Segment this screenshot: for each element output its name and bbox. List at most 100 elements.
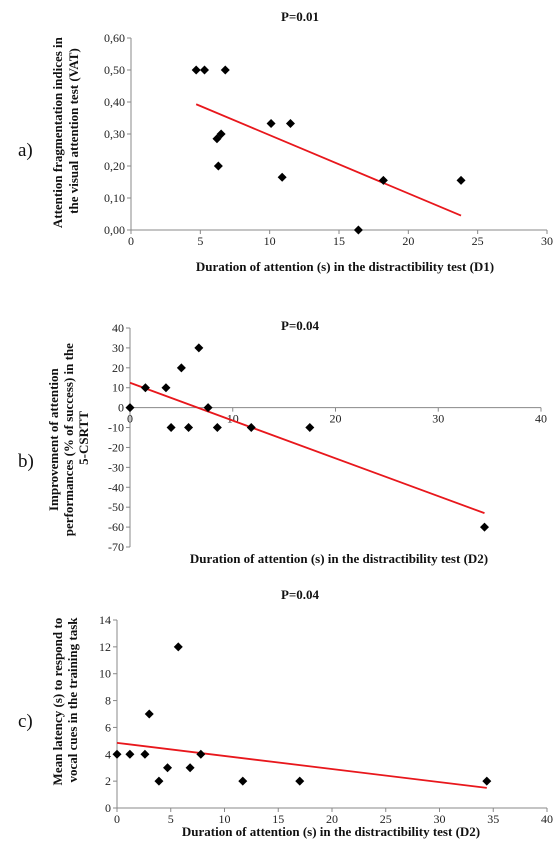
data-point [213, 161, 223, 171]
y-tick-label: 0,50 [104, 63, 125, 77]
data-point [212, 423, 222, 433]
data-point [125, 403, 135, 413]
data-point [125, 749, 135, 759]
data-point [238, 776, 248, 786]
x-axis-label: Duration of attention (s) in the distrac… [182, 824, 480, 839]
y-axis-label-line2: vocal cues in the training task [65, 617, 80, 783]
data-point [191, 65, 201, 75]
y-tick-label: 4 [105, 747, 111, 761]
data-point [277, 172, 287, 182]
y-axis-label: Attention fragmentation indices in the v… [50, 34, 81, 228]
y-tick-label: 0,40 [104, 95, 125, 109]
y-tick-label: 40 [112, 321, 124, 335]
data-point [166, 423, 176, 433]
chart-title: P=0.01 [281, 9, 319, 24]
y-axis-label: Improvement of attention performances (%… [46, 340, 91, 536]
y-tick-label: 0 [105, 801, 111, 815]
y-tick-label: 0,20 [104, 159, 125, 173]
x-tick-label: 5 [168, 812, 174, 826]
data-point [112, 749, 122, 759]
x-tick-label: 30 [432, 412, 444, 426]
data-point [196, 749, 206, 759]
y-axis-label-line2: performances (% of success) in the [61, 343, 76, 536]
y-axis-label-line3: 5-CSRTT [76, 411, 91, 465]
data-point [163, 763, 173, 773]
y-tick-label: 14 [99, 613, 111, 627]
data-point [456, 175, 466, 185]
data-point [216, 129, 226, 139]
y-tick-label: 0,60 [104, 31, 125, 45]
y-tick-label: 6 [105, 720, 111, 734]
y-tick-label: -60 [108, 520, 124, 534]
x-tick-label: 0 [128, 234, 134, 248]
trend-line [129, 381, 485, 514]
y-tick-label: -10 [108, 421, 124, 435]
x-tick-label: 0 [127, 412, 133, 426]
data-point [176, 363, 186, 373]
y-tick-label: 0 [118, 401, 124, 415]
data-point [185, 763, 195, 773]
x-axis-label: Duration of attention (s) in the distrac… [190, 551, 488, 566]
x-tick-label: 20 [330, 412, 342, 426]
chart-title: P=0.04 [281, 318, 320, 333]
data-point [266, 118, 276, 128]
data-point [246, 423, 256, 433]
x-tick-label: 5 [197, 234, 203, 248]
x-tick-label: 40 [541, 812, 553, 826]
x-tick-label: 10 [219, 812, 231, 826]
chart-panel-b: P=0.04 b) Duration of attention (s) in t… [18, 318, 547, 566]
y-tick-label: 10 [99, 667, 111, 681]
data-point [220, 65, 230, 75]
data-point [161, 383, 171, 393]
panel-label: a) [18, 140, 33, 161]
data-point [285, 118, 295, 128]
data-point [479, 522, 489, 532]
y-tick-label: 12 [99, 640, 111, 654]
x-tick-label: 20 [326, 812, 338, 826]
data-point [378, 175, 388, 185]
x-tick-label: 35 [487, 812, 499, 826]
y-tick-label: -40 [108, 480, 124, 494]
y-axis-label-line1: Attention fragmentation indices in [50, 36, 65, 228]
x-tick-label: 15 [333, 234, 345, 248]
trend-line [116, 741, 487, 789]
data-point [154, 776, 164, 786]
x-tick-label: 30 [541, 234, 553, 248]
data-point [295, 776, 305, 786]
y-tick-label: 30 [112, 341, 124, 355]
panel-label: c) [18, 711, 33, 732]
data-point [305, 423, 315, 433]
y-tick-label: 0,10 [104, 191, 125, 205]
y-tick-label: 20 [112, 361, 124, 375]
y-tick-label: 8 [105, 694, 111, 708]
y-tick-label: -30 [108, 460, 124, 474]
data-point [482, 776, 492, 786]
data-point [173, 642, 183, 652]
panel-label: b) [18, 451, 34, 472]
y-axis-label-line1: Mean latency (s) to respond to [50, 618, 65, 786]
x-tick-label: 25 [380, 812, 392, 826]
y-tick-label: -50 [108, 500, 124, 514]
y-axis-label-line2: the visual attention test (VAT) [66, 48, 81, 214]
data-point [194, 343, 204, 353]
data-point [144, 709, 154, 719]
data-point [203, 403, 213, 413]
data-point [184, 423, 194, 433]
y-tick-label: 2 [105, 774, 111, 788]
x-tick-label: 15 [272, 812, 284, 826]
x-tick-label: 40 [535, 412, 547, 426]
y-tick-label: 10 [112, 381, 124, 395]
data-point [199, 65, 209, 75]
x-tick-label: 10 [264, 234, 276, 248]
chart-title: P=0.04 [281, 587, 320, 602]
x-tick-label: 30 [434, 812, 446, 826]
data-point [140, 749, 150, 759]
data-point [353, 225, 363, 235]
x-tick-label: 0 [114, 812, 120, 826]
y-tick-label: -70 [108, 540, 124, 554]
y-axis-label: Mean latency (s) to respond to vocal cue… [50, 615, 80, 786]
y-axis-label-line1: Improvement of attention [46, 367, 61, 511]
chart-panel-c: P=0.04 c) Duration of attention (s) in t… [18, 587, 553, 839]
x-tick-label: 25 [472, 234, 484, 248]
